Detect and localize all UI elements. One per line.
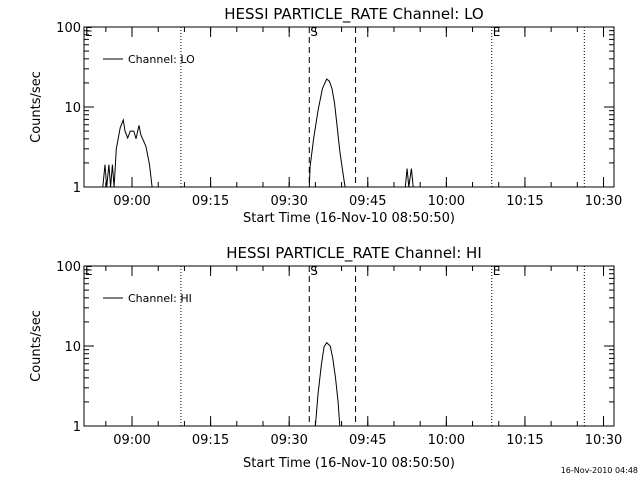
x-tick-label: 09:15 — [192, 194, 229, 209]
x-tick-label: 10:15 — [506, 194, 543, 209]
x-tick-label: 10:15 — [506, 433, 543, 448]
x-tick-label: 10:00 — [428, 194, 465, 209]
y-tick-label: 10 — [64, 340, 81, 355]
edge-marker-label: E — [85, 25, 93, 39]
y-tick-label: 1 — [73, 181, 81, 196]
y-axis-label: Counts/sec — [29, 71, 44, 143]
series-line — [308, 78, 346, 188]
legend-label: Channel: LO — [128, 53, 195, 66]
y-tick-label: 1 — [73, 420, 81, 435]
y-axis-label: Counts/sec — [29, 310, 44, 382]
x-tick-label: 09:00 — [113, 433, 150, 448]
chart-panel-lo: HESSI PARTICLE_RATE Channel: LO 1 10 100 09:… — [29, 5, 622, 226]
x-axis-label: Start Time (16-Nov-10 08:50:50) — [243, 456, 455, 471]
chart-title: HESSI PARTICLE_RATE Channel: HI — [226, 244, 482, 263]
legend-label: Channel: HI — [128, 292, 192, 305]
y-tick-label: 100 — [56, 21, 81, 36]
x-tick-label: 09:45 — [349, 433, 386, 448]
x-tick-label: 09:15 — [192, 433, 229, 448]
x-tick-label: 09:30 — [270, 433, 307, 448]
marker-label: S — [310, 264, 318, 278]
chart-title: HESSI PARTICLE_RATE Channel: LO — [224, 5, 483, 24]
plot-frame — [83, 265, 615, 427]
edge-marker-label: E — [85, 264, 93, 278]
marker-label: E — [493, 25, 501, 39]
x-tick-label: 10:30 — [585, 194, 622, 209]
x-tick-label: 10:00 — [428, 433, 465, 448]
y-tick-label: 10 — [64, 101, 81, 116]
y-tick-label: 100 — [56, 260, 81, 275]
chart-panel-hi: HESSI PARTICLE_RATE Channel: HI 1 10 100 09:… — [29, 244, 622, 471]
x-axis-label: Start Time (16-Nov-10 08:50:50) — [243, 211, 455, 226]
footer-timestamp: 16-Nov-2010 04:48 — [560, 466, 638, 475]
x-tick-label: 09:30 — [270, 194, 307, 209]
plot-frame — [83, 26, 615, 188]
x-tick-label: 10:30 — [585, 433, 622, 448]
marker-label: E — [493, 264, 501, 278]
series-line — [404, 168, 414, 188]
marker-label: S — [310, 25, 318, 39]
series-line — [102, 117, 153, 188]
x-tick-label: 09:00 — [113, 194, 150, 209]
x-tick-label: 09:45 — [349, 194, 386, 209]
series-line — [314, 341, 341, 427]
